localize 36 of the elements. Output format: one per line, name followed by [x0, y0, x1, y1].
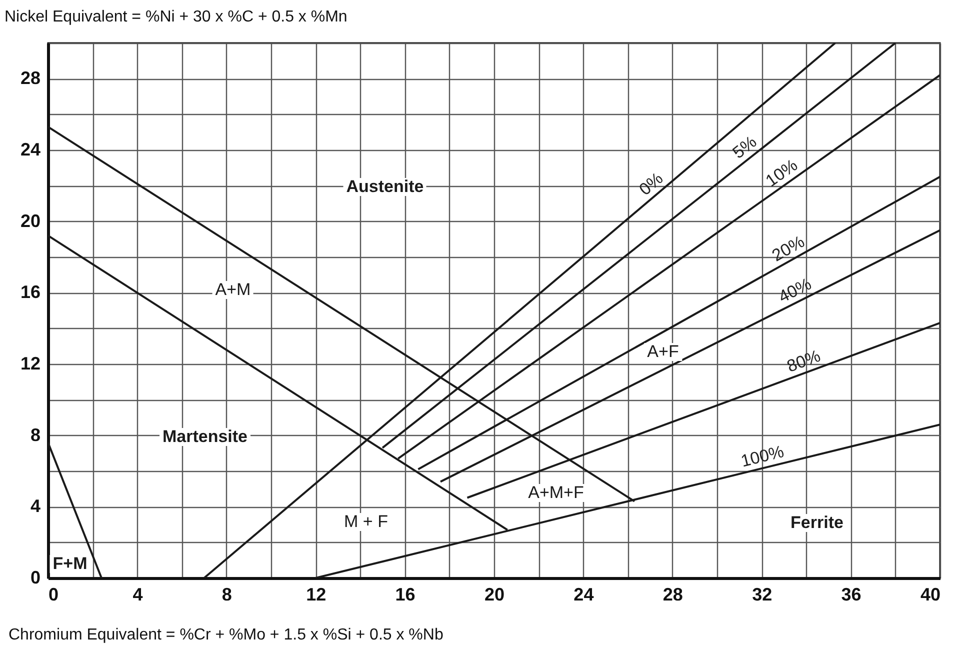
y-tick-label: 20: [20, 210, 40, 231]
x-tick-label: 24: [574, 584, 594, 604]
y-tick-label: 24: [20, 140, 40, 160]
annotation: A+M+F: [525, 483, 587, 502]
x-tick-label: 20: [484, 584, 505, 604]
annotation: Ferrite: [788, 513, 846, 532]
x-tick-label: 12: [306, 584, 326, 604]
annotation: A+M: [212, 280, 254, 299]
x-tick-label: 4: [132, 584, 143, 604]
x-tick-label: 40: [920, 584, 940, 604]
annotation: A+F: [644, 342, 682, 361]
text: 100%: [739, 442, 786, 471]
annotation: F+M: [50, 554, 90, 573]
y-tick-label: 12: [20, 354, 40, 374]
text: 20%: [768, 232, 808, 266]
y-tick-label: 28: [20, 68, 40, 88]
annotation: M + F: [341, 512, 391, 531]
y-tick-label: 16: [20, 282, 40, 302]
annotation: Austenite: [343, 177, 427, 196]
x-tick-label: 28: [662, 584, 683, 604]
x-tick-label: 36: [841, 584, 862, 604]
text: 80%: [784, 346, 823, 376]
y-tick-label: 0: [30, 568, 40, 588]
x-tick-label: 16: [395, 584, 416, 604]
x-tick-label: 0: [48, 584, 59, 604]
y-axis-title: Nickel Equivalent = %Ni + 30 x %C + 0.5 x %Mn: [4, 8, 348, 26]
text: 0%: [636, 168, 667, 200]
y-tick-label: 4: [30, 496, 40, 516]
x-tick-label: 8: [222, 584, 232, 604]
y-tick-label: 8: [30, 424, 40, 445]
text: 10%: [762, 155, 802, 191]
x-tick-label: 32: [752, 584, 772, 604]
x-axis-title: Chromium Equivalent = %Cr + %Mo + 1.5 x %Si + 0.5 x %Nb: [8, 626, 444, 644]
text: 5%: [729, 132, 760, 162]
annotation: Martensite: [159, 427, 251, 446]
text: 40%: [775, 274, 814, 307]
